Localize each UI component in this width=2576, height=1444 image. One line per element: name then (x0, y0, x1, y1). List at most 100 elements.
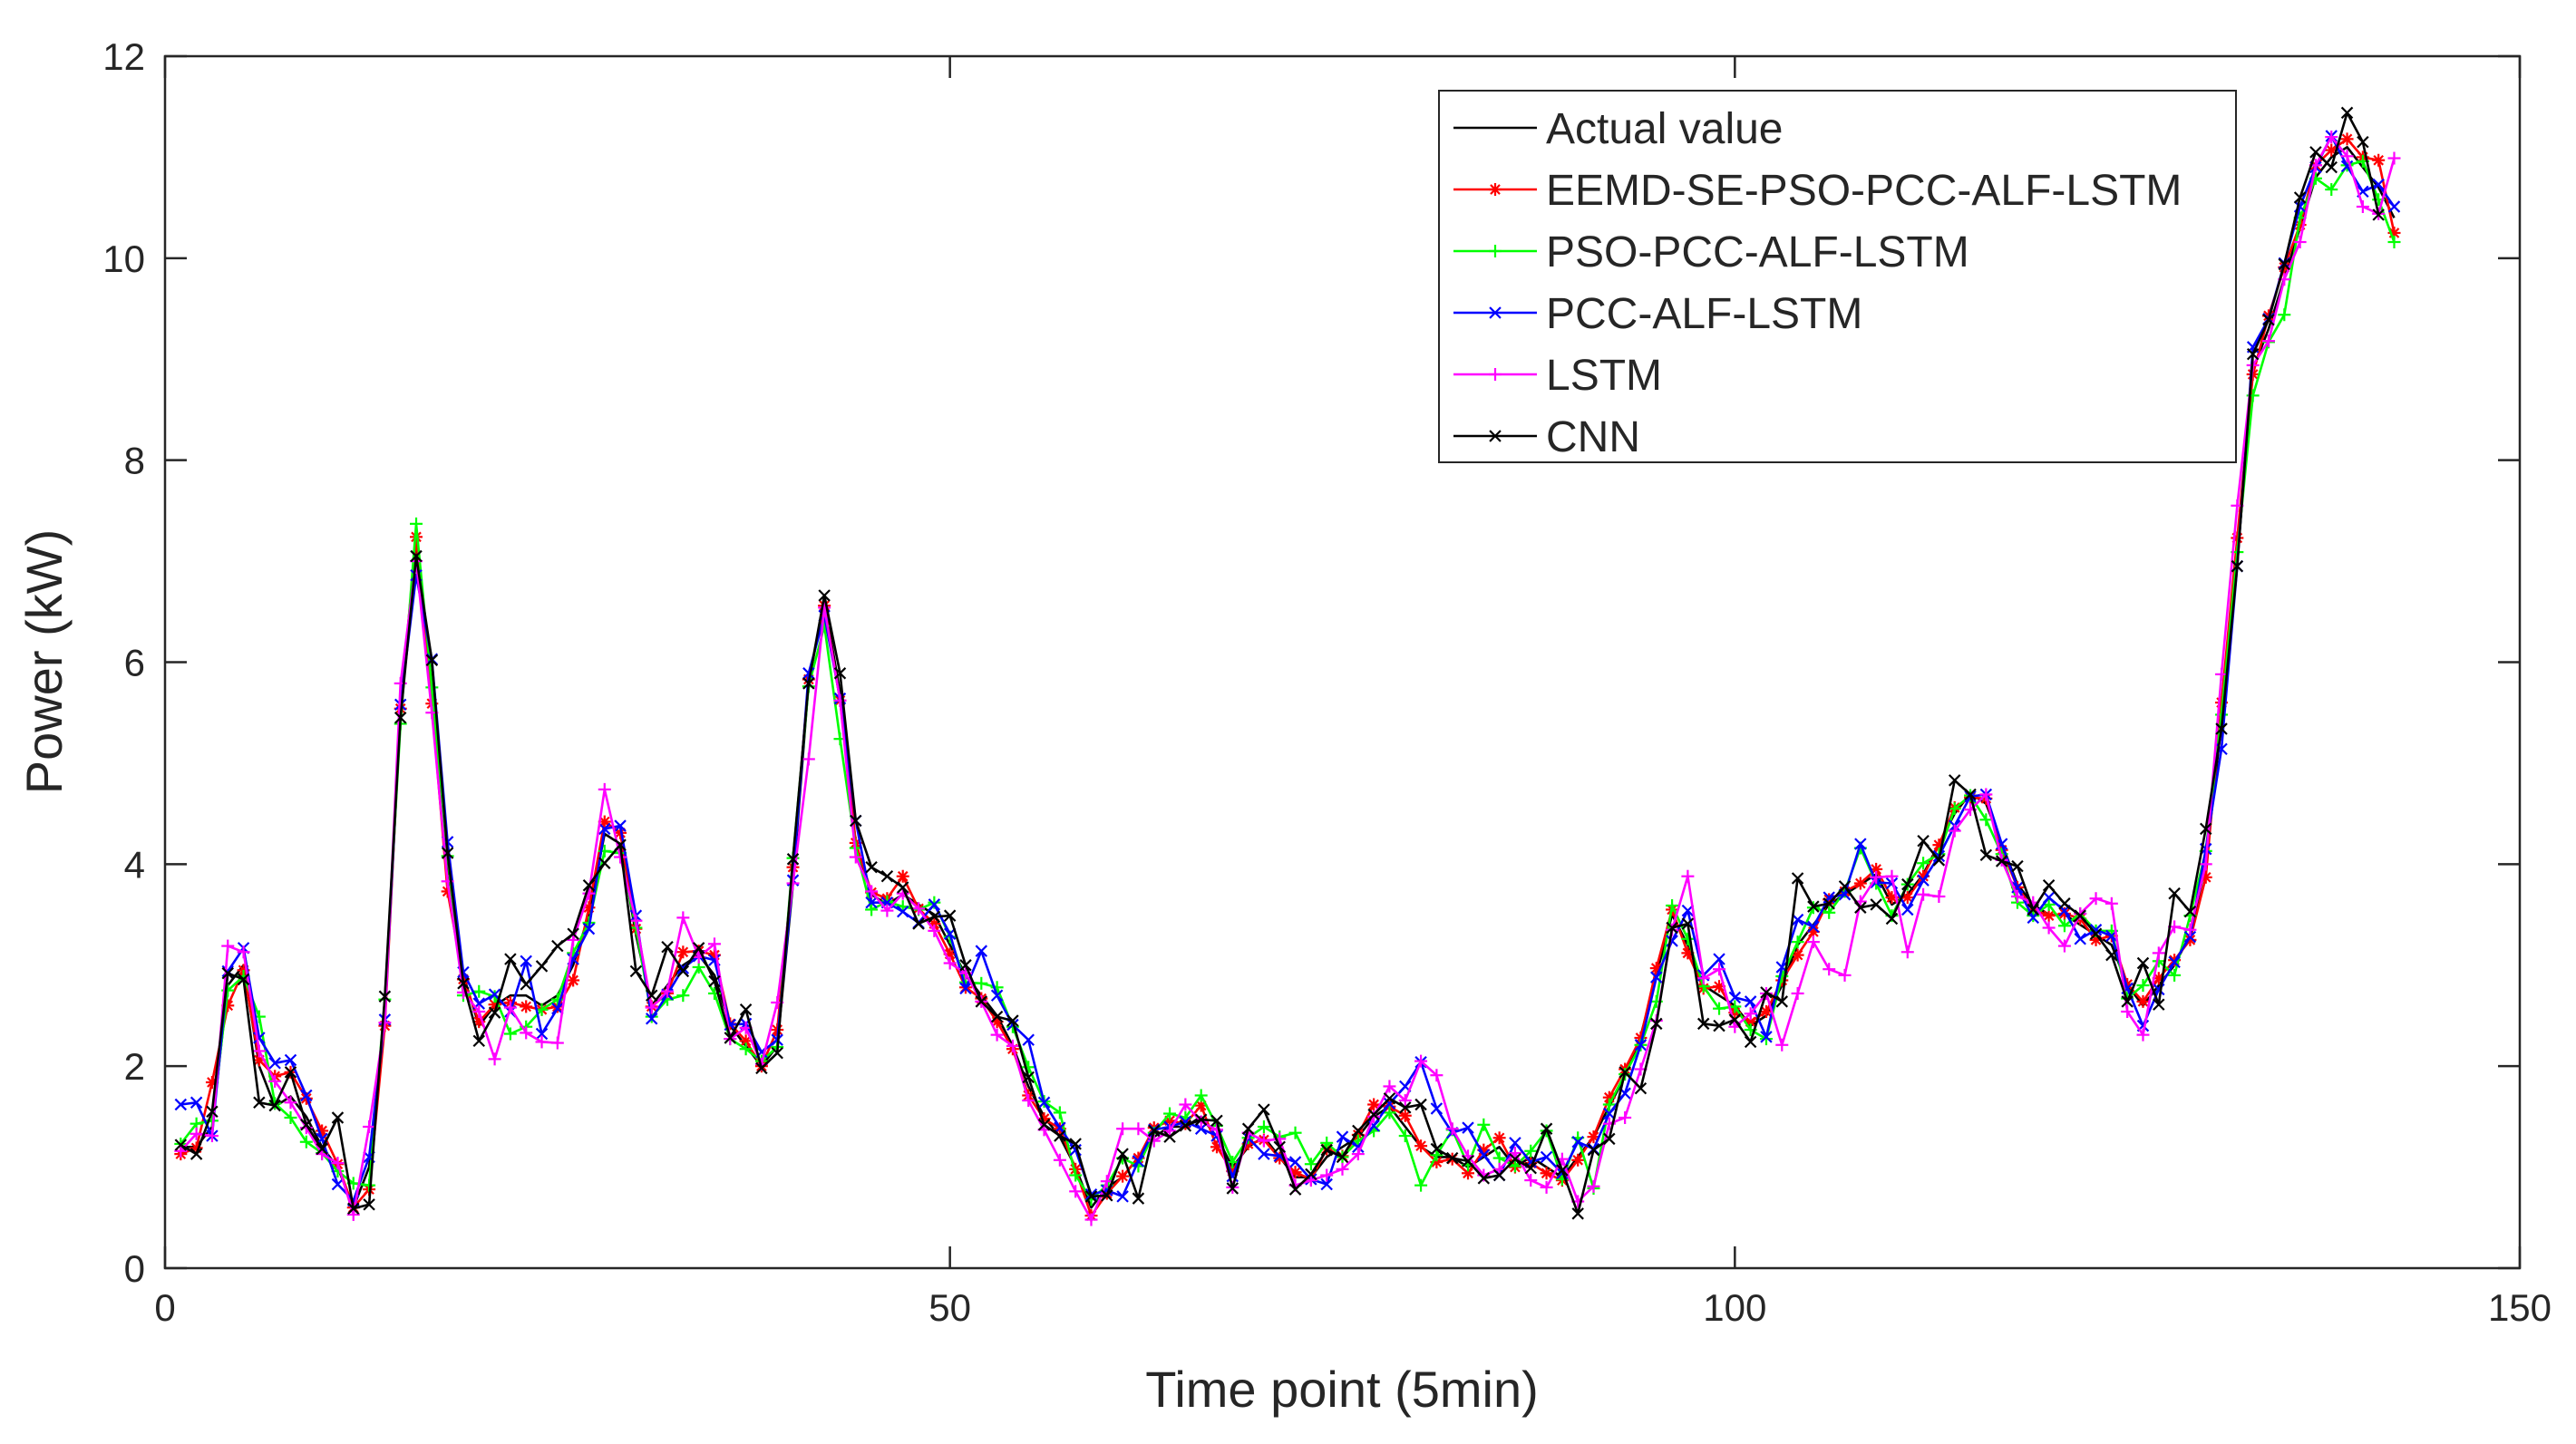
data-point (1696, 972, 1710, 985)
data-point (598, 822, 611, 836)
legend-label: EEMD-SE-PSO-PCC-ALF-LSTM (1546, 167, 2182, 215)
data-point (1713, 1002, 1726, 1015)
data-point (284, 1110, 297, 1124)
data-point (1054, 1129, 1066, 1142)
data-point (2168, 955, 2181, 969)
data-point (472, 1005, 486, 1019)
data-point (1854, 901, 1867, 914)
data-point (1885, 877, 1899, 890)
y-tick-label: 10 (102, 237, 145, 280)
data-point (567, 974, 580, 987)
data-point (928, 898, 941, 911)
data-point (1257, 1120, 1270, 1134)
data-point (865, 903, 879, 916)
data-point (818, 601, 831, 615)
data-point (865, 896, 878, 909)
data-point (1477, 1148, 1491, 1161)
data-point (174, 1144, 188, 1158)
data-point (190, 1127, 203, 1140)
data-point (2200, 822, 2212, 836)
data-point (520, 955, 532, 968)
data-point (2010, 889, 2024, 903)
data-point (347, 1202, 360, 1215)
data-point (2357, 135, 2369, 149)
data-point (1414, 1098, 1427, 1111)
legend-label: Actual value (1546, 105, 1784, 153)
data-point (2199, 858, 2212, 871)
data-point (1791, 986, 1804, 1000)
data-point (1650, 1017, 1663, 1031)
legend-item-pso-pcc-alf-lstm: PSO-PCC-ALF-LSTM (1453, 228, 1969, 276)
data-point (1571, 1136, 1584, 1148)
data-point (1101, 1189, 1113, 1202)
data-point (1838, 880, 1852, 893)
data-point (990, 989, 1004, 1002)
data-point (1305, 1168, 1317, 1181)
data-point (1084, 1190, 1098, 1203)
data-point (2356, 200, 2369, 214)
data-point (331, 1177, 345, 1191)
data-point (268, 1074, 282, 1088)
data-point (1791, 872, 1804, 885)
data-point (1900, 945, 1914, 959)
data-point (880, 869, 894, 883)
data-point (2168, 968, 2182, 982)
data-point (975, 995, 988, 1008)
data-point (771, 1046, 783, 1060)
data-point (205, 1129, 219, 1143)
data-point (1853, 877, 1867, 890)
data-point (1462, 1155, 1474, 1168)
data-point (1713, 963, 1726, 976)
legend-label: PCC-ALF-LSTM (1546, 290, 1862, 338)
data-point (567, 933, 580, 946)
data-point (299, 1135, 313, 1148)
data-point (2042, 921, 2056, 935)
data-point (1367, 1108, 1380, 1121)
data-point (1634, 1039, 1648, 1052)
legend-swatch-marker (1489, 368, 1502, 381)
data-point (1037, 1096, 1051, 1110)
data-point (959, 982, 972, 995)
data-point (1477, 1172, 1491, 1185)
data-point (1430, 1069, 1444, 1082)
data-point (1367, 1110, 1381, 1123)
data-point (1132, 1192, 1145, 1205)
data-point (2278, 308, 2291, 322)
y-tick-label: 8 (124, 440, 145, 482)
data-point (1336, 1150, 1349, 1164)
data-point (472, 1034, 485, 1048)
data-point (1430, 1148, 1444, 1162)
data-point (614, 819, 627, 832)
data-point (959, 959, 972, 972)
data-point (2153, 998, 2165, 1011)
data-point (1823, 906, 1836, 919)
data-point (1257, 1134, 1270, 1148)
x-tick-label: 150 (2488, 1286, 2552, 1329)
legend-box (1438, 90, 2237, 463)
data-point (551, 939, 564, 953)
data-point (1760, 1031, 1773, 1043)
data-point (1430, 1142, 1444, 1156)
data-point (1037, 1119, 1051, 1131)
data-point (2152, 946, 2165, 960)
data-point (943, 956, 957, 970)
data-point (1006, 1014, 1019, 1027)
data-point (1492, 1151, 1506, 1165)
data-point (2011, 859, 2024, 873)
data-point (284, 1053, 297, 1067)
data-point (1713, 1019, 1725, 1032)
data-point (1995, 855, 2008, 867)
data-point (1791, 935, 1804, 949)
data-point (912, 902, 926, 916)
data-point (1870, 870, 1883, 884)
data-point (488, 1052, 501, 1066)
data-point (425, 681, 439, 694)
data-point (1901, 877, 1914, 891)
data-point (896, 869, 909, 883)
data-point (1414, 1054, 1428, 1068)
data-point (1132, 1122, 1145, 1136)
data-point (520, 1026, 533, 1040)
data-point (503, 1027, 517, 1041)
data-point (252, 1044, 266, 1058)
data-point (253, 1096, 266, 1110)
